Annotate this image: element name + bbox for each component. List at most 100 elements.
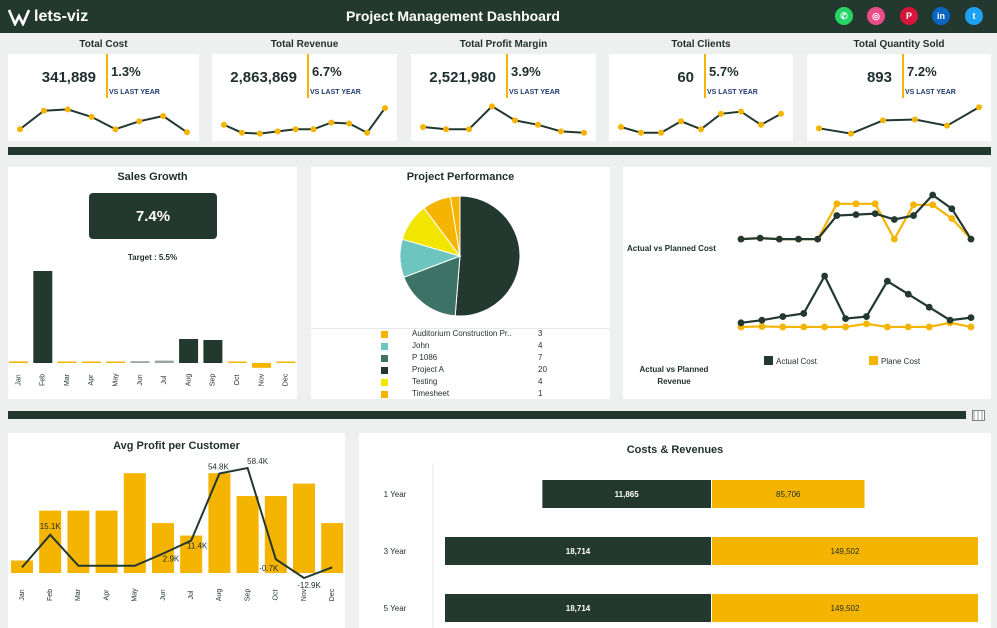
sales-axis-label: Dec xyxy=(283,373,290,386)
profit-bar-aug xyxy=(208,473,231,573)
line-point xyxy=(737,319,745,327)
sparkline-point xyxy=(618,124,624,130)
profit-axis-label: Dec xyxy=(329,588,336,601)
legend-swatch xyxy=(381,343,388,350)
kpi-divider xyxy=(704,54,706,98)
kpi-title: Total Profit Margin xyxy=(459,39,548,50)
profit-bar-nov xyxy=(293,483,315,573)
line-point xyxy=(737,235,745,243)
kpi-vs-label: VS LAST YEAR xyxy=(109,89,160,96)
sparkline-point xyxy=(698,126,704,133)
kpi-vs-label: VS LAST YEAR xyxy=(707,89,758,96)
page-title: Project Management Dashboard xyxy=(346,8,560,24)
legend-swatch xyxy=(869,356,878,365)
actual-vs-planned-chart xyxy=(737,191,975,331)
line-point xyxy=(946,316,954,324)
line-point xyxy=(904,290,912,298)
sales-growth-target: Target : 5.5% xyxy=(127,253,178,262)
profit-data-label: 58.4K xyxy=(247,457,269,466)
twitter-icon[interactable]: t xyxy=(965,7,983,25)
sparkline-point xyxy=(778,110,784,117)
revenue-data-label: 149,502 xyxy=(831,547,860,556)
line-point xyxy=(800,323,808,331)
grid-view-icon[interactable] xyxy=(972,410,985,421)
line-point xyxy=(833,212,841,219)
kpi-change: 5.7% xyxy=(709,64,739,79)
sparkline-point xyxy=(292,126,299,133)
linkedin-icon[interactable]: in xyxy=(932,7,950,25)
profit-data-label: -0.7K xyxy=(259,564,279,573)
sales-bar-aug xyxy=(179,339,199,363)
kpi-title: Total Cost xyxy=(79,39,128,50)
whatsapp-icon[interactable]: ✆ xyxy=(835,7,853,25)
legend-swatch xyxy=(381,391,388,398)
kpi-card-total-cost: Total Cost 341,889 1.3% VS LAST YEAR xyxy=(8,35,199,141)
legend-label: John xyxy=(412,341,430,350)
legend-divider xyxy=(311,328,610,329)
kpi-body: 2,521,980 3.9% VS LAST YEAR xyxy=(411,54,596,141)
legend-swatch xyxy=(381,379,388,386)
kpi-change: 7.2% xyxy=(907,64,937,79)
kpi-change: 6.7% xyxy=(312,64,342,79)
logo[interactable]: lets-viz xyxy=(8,6,88,28)
profit-data-label: 54.8K xyxy=(208,463,230,472)
costs-revenues-panel: Costs & Revenues 1 Year 11,865 85,706 3 Yea… xyxy=(359,433,991,628)
line-point xyxy=(758,316,766,324)
sparkline-point xyxy=(466,126,472,133)
line-point xyxy=(852,211,860,218)
sales-bar-jan xyxy=(9,361,28,363)
kpi-title: Total Quantity Sold xyxy=(853,39,945,50)
legend-label: Auditorium Construction Pr.. xyxy=(412,329,512,338)
sales-axis-label: Nov xyxy=(258,373,265,386)
line-point xyxy=(800,310,808,317)
dribbble-icon[interactable]: ◎ xyxy=(867,7,885,25)
legend-item: P 1086 7 xyxy=(381,353,561,365)
logo-text: lets-viz xyxy=(34,8,89,25)
sparkline-point xyxy=(489,103,495,110)
legend-swatch xyxy=(381,355,388,362)
sales-axis-label: Jan xyxy=(15,374,22,385)
sparkline-point xyxy=(328,119,335,126)
project-performance-pie xyxy=(399,195,521,317)
legend-item: John 4 xyxy=(381,341,561,353)
line-point xyxy=(863,320,870,328)
sales-bar-mar xyxy=(57,361,77,363)
pinterest-icon[interactable]: P xyxy=(900,7,918,25)
sparkline-point xyxy=(420,124,426,130)
legend-label: Actual Cost xyxy=(776,357,817,366)
profit-axis-label: Jun xyxy=(160,589,167,600)
kpi-vs-label: VS LAST YEAR xyxy=(310,89,361,96)
kpi-sparkline xyxy=(221,105,388,137)
revenue-bar xyxy=(712,594,978,622)
kpi-body: 2,863,869 6.7% VS LAST YEAR xyxy=(212,54,397,141)
profit-axis-label: Oct xyxy=(273,590,280,601)
section-divider xyxy=(8,411,966,419)
cost-data-label: 18,714 xyxy=(566,604,591,613)
sparkline-point xyxy=(310,126,317,133)
profit-axis-label: Feb xyxy=(47,589,54,601)
avg-profit-chart: Jan Feb Mar Apr May Jun Jul Aug Sep Oct Nov Dec 15.1… xyxy=(11,457,344,602)
profit-line xyxy=(21,466,333,580)
sparkline-point xyxy=(346,120,353,127)
sales-axis-label: Feb xyxy=(40,374,47,386)
sparkline-point xyxy=(443,126,449,133)
sparkline-point xyxy=(274,128,281,135)
line-point xyxy=(756,234,764,242)
sparkline-point xyxy=(638,129,644,136)
profit-bar-sep xyxy=(236,496,259,573)
kpi-body: 60 5.7% VS LAST YEAR xyxy=(609,54,793,141)
kpi-value: 341,889 xyxy=(41,69,96,86)
cr-category-label: 1 Year xyxy=(384,490,407,499)
line-point xyxy=(775,235,783,243)
kpi-card-total-quantity-sold: Total Quantity Sold 893 7.2% VS LAST YEAR xyxy=(807,35,991,141)
sparkline-point xyxy=(758,121,764,128)
sales-axis-label: Mar xyxy=(64,373,71,386)
profit-bar-mar xyxy=(67,510,90,573)
kpi-divider xyxy=(307,54,309,98)
sales-axis-label: Apr xyxy=(88,374,95,386)
kpi-value: 2,863,869 xyxy=(230,69,297,86)
kpi-sparkline xyxy=(618,108,784,136)
sales-axis-label: Oct xyxy=(234,375,241,386)
sales-axis-label: Aug xyxy=(185,374,192,387)
kpi-body: 341,889 1.3% VS LAST YEAR xyxy=(8,54,199,141)
